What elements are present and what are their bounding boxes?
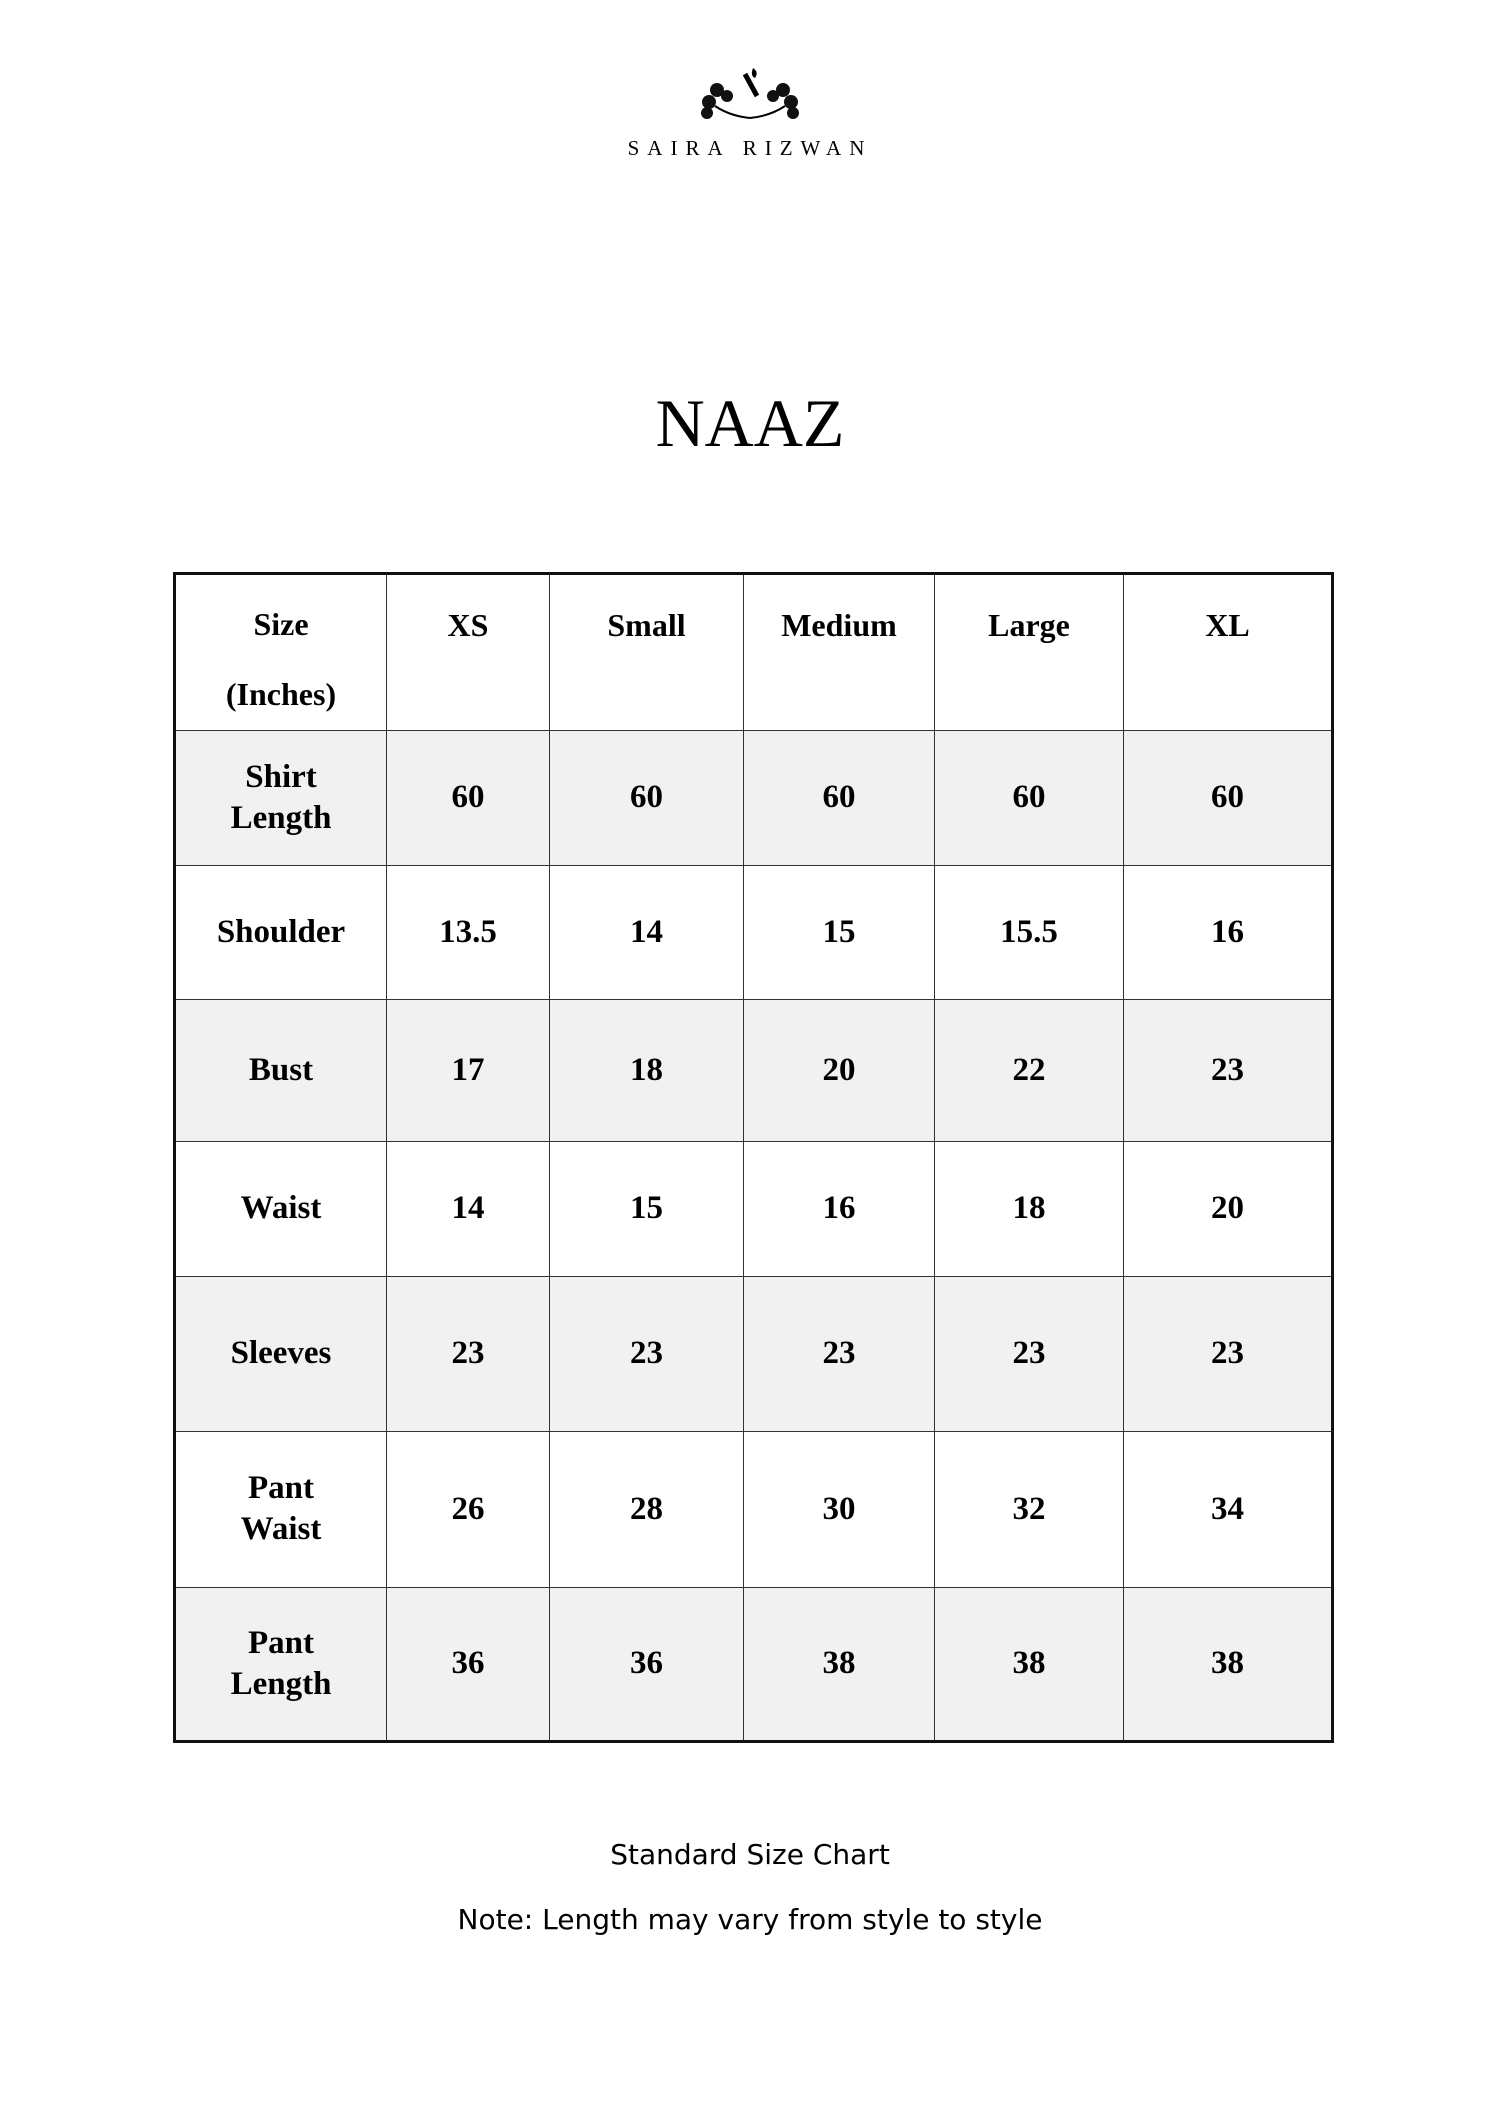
measurement-cell: 17 [386, 998, 550, 1142]
row-label: Shirt Length [174, 729, 387, 866]
measurement-cell: 30 [743, 1430, 935, 1588]
table-row: Sleeves 23 23 23 23 23 [174, 1275, 1333, 1432]
size-inches-header: Size (Inches) [174, 573, 387, 731]
measurement-cell: 15 [549, 1140, 744, 1277]
measurement-cell: 26 [386, 1430, 550, 1588]
row-label-line: Bust [248, 1051, 314, 1088]
row-label-line: Length [230, 1665, 332, 1702]
column-header: Large [934, 573, 1124, 731]
measurement-cell: 23 [1123, 1275, 1333, 1432]
measurement-cell: 15.5 [934, 864, 1124, 1000]
table-row: Waist 14 15 16 18 20 [174, 1140, 1333, 1277]
measurement-cell: 20 [743, 998, 935, 1142]
measurement-cell: 38 [1123, 1586, 1333, 1742]
table-row: Pant Waist 26 28 30 32 34 [174, 1430, 1333, 1588]
size-chart-table: Size (Inches) XS Small Medium Large XL S… [173, 572, 1334, 1743]
row-label-line: Shoulder [216, 913, 346, 950]
row-label: Bust [174, 998, 387, 1142]
row-label-line: Pant [248, 1624, 314, 1661]
measurement-cell: 36 [386, 1586, 550, 1742]
measurement-cell: 23 [549, 1275, 744, 1432]
row-label: Pant Length [174, 1586, 387, 1742]
measurement-cell: 14 [549, 864, 744, 1000]
column-header: Small [549, 573, 744, 731]
row-label: Pant Waist [174, 1430, 387, 1588]
row-label: Shoulder [174, 864, 387, 1000]
column-header: Medium [743, 573, 935, 731]
measurement-cell: 23 [1123, 998, 1333, 1142]
measurement-cell: 16 [1123, 864, 1333, 1000]
measurement-cell: 22 [934, 998, 1124, 1142]
chart-caption: Standard Size Chart [610, 1838, 890, 1871]
measurement-cell: 15 [743, 864, 935, 1000]
header-size: Size [253, 606, 309, 642]
column-header: XS [386, 573, 550, 731]
row-label-line: Length [230, 799, 332, 836]
row-label-line: Waist [240, 1511, 322, 1548]
measurement-cell: 36 [549, 1586, 744, 1742]
measurement-cell: 14 [386, 1140, 550, 1277]
table-row: Pant Length 36 36 38 38 38 [174, 1586, 1333, 1742]
header-unit: (Inches) [225, 676, 337, 713]
measurement-cell: 13.5 [386, 864, 550, 1000]
measurement-cell: 23 [743, 1275, 935, 1432]
chart-note: Note: Length may vary from style to styl… [457, 1903, 1043, 1936]
page-title: NAAZ [655, 385, 845, 461]
row-label: Sleeves [174, 1275, 387, 1432]
table-row: Bust 17 18 20 22 23 [174, 998, 1333, 1142]
measurement-cell: 18 [549, 998, 744, 1142]
measurement-cell: 23 [934, 1275, 1124, 1432]
row-label-line: Shirt [245, 758, 317, 795]
row-label: Waist [174, 1140, 387, 1277]
floral-monogram-logo-icon [701, 68, 799, 119]
measurement-cell: 38 [743, 1586, 935, 1742]
brand-logo [0, 66, 1500, 126]
column-header: XL [1123, 573, 1333, 731]
table-row: Shirt Length 60 60 60 60 60 [174, 729, 1333, 866]
measurement-cell: 60 [549, 729, 744, 866]
measurement-cell: 16 [743, 1140, 935, 1277]
measurement-cell: 34 [1123, 1430, 1333, 1588]
measurement-cell: 28 [549, 1430, 744, 1588]
measurement-cell: 38 [934, 1586, 1124, 1742]
row-label-line: Sleeves [230, 1335, 332, 1372]
measurement-cell: 23 [386, 1275, 550, 1432]
measurement-cell: 60 [386, 729, 550, 866]
measurement-cell: 18 [934, 1140, 1124, 1277]
measurement-cell: 60 [934, 729, 1124, 866]
measurement-cell: 60 [1123, 729, 1333, 866]
measurement-cell: 32 [934, 1430, 1124, 1588]
row-label-line: Waist [240, 1190, 322, 1227]
row-label-line: Pant [248, 1470, 314, 1507]
measurement-cell: 20 [1123, 1140, 1333, 1277]
measurement-cell: 60 [743, 729, 935, 866]
brand-name: SAIRA RIZWAN [627, 136, 873, 160]
table-header-row: Size (Inches) XS Small Medium Large XL [174, 573, 1333, 731]
table-row: Shoulder 13.5 14 15 15.5 16 [174, 864, 1333, 1000]
